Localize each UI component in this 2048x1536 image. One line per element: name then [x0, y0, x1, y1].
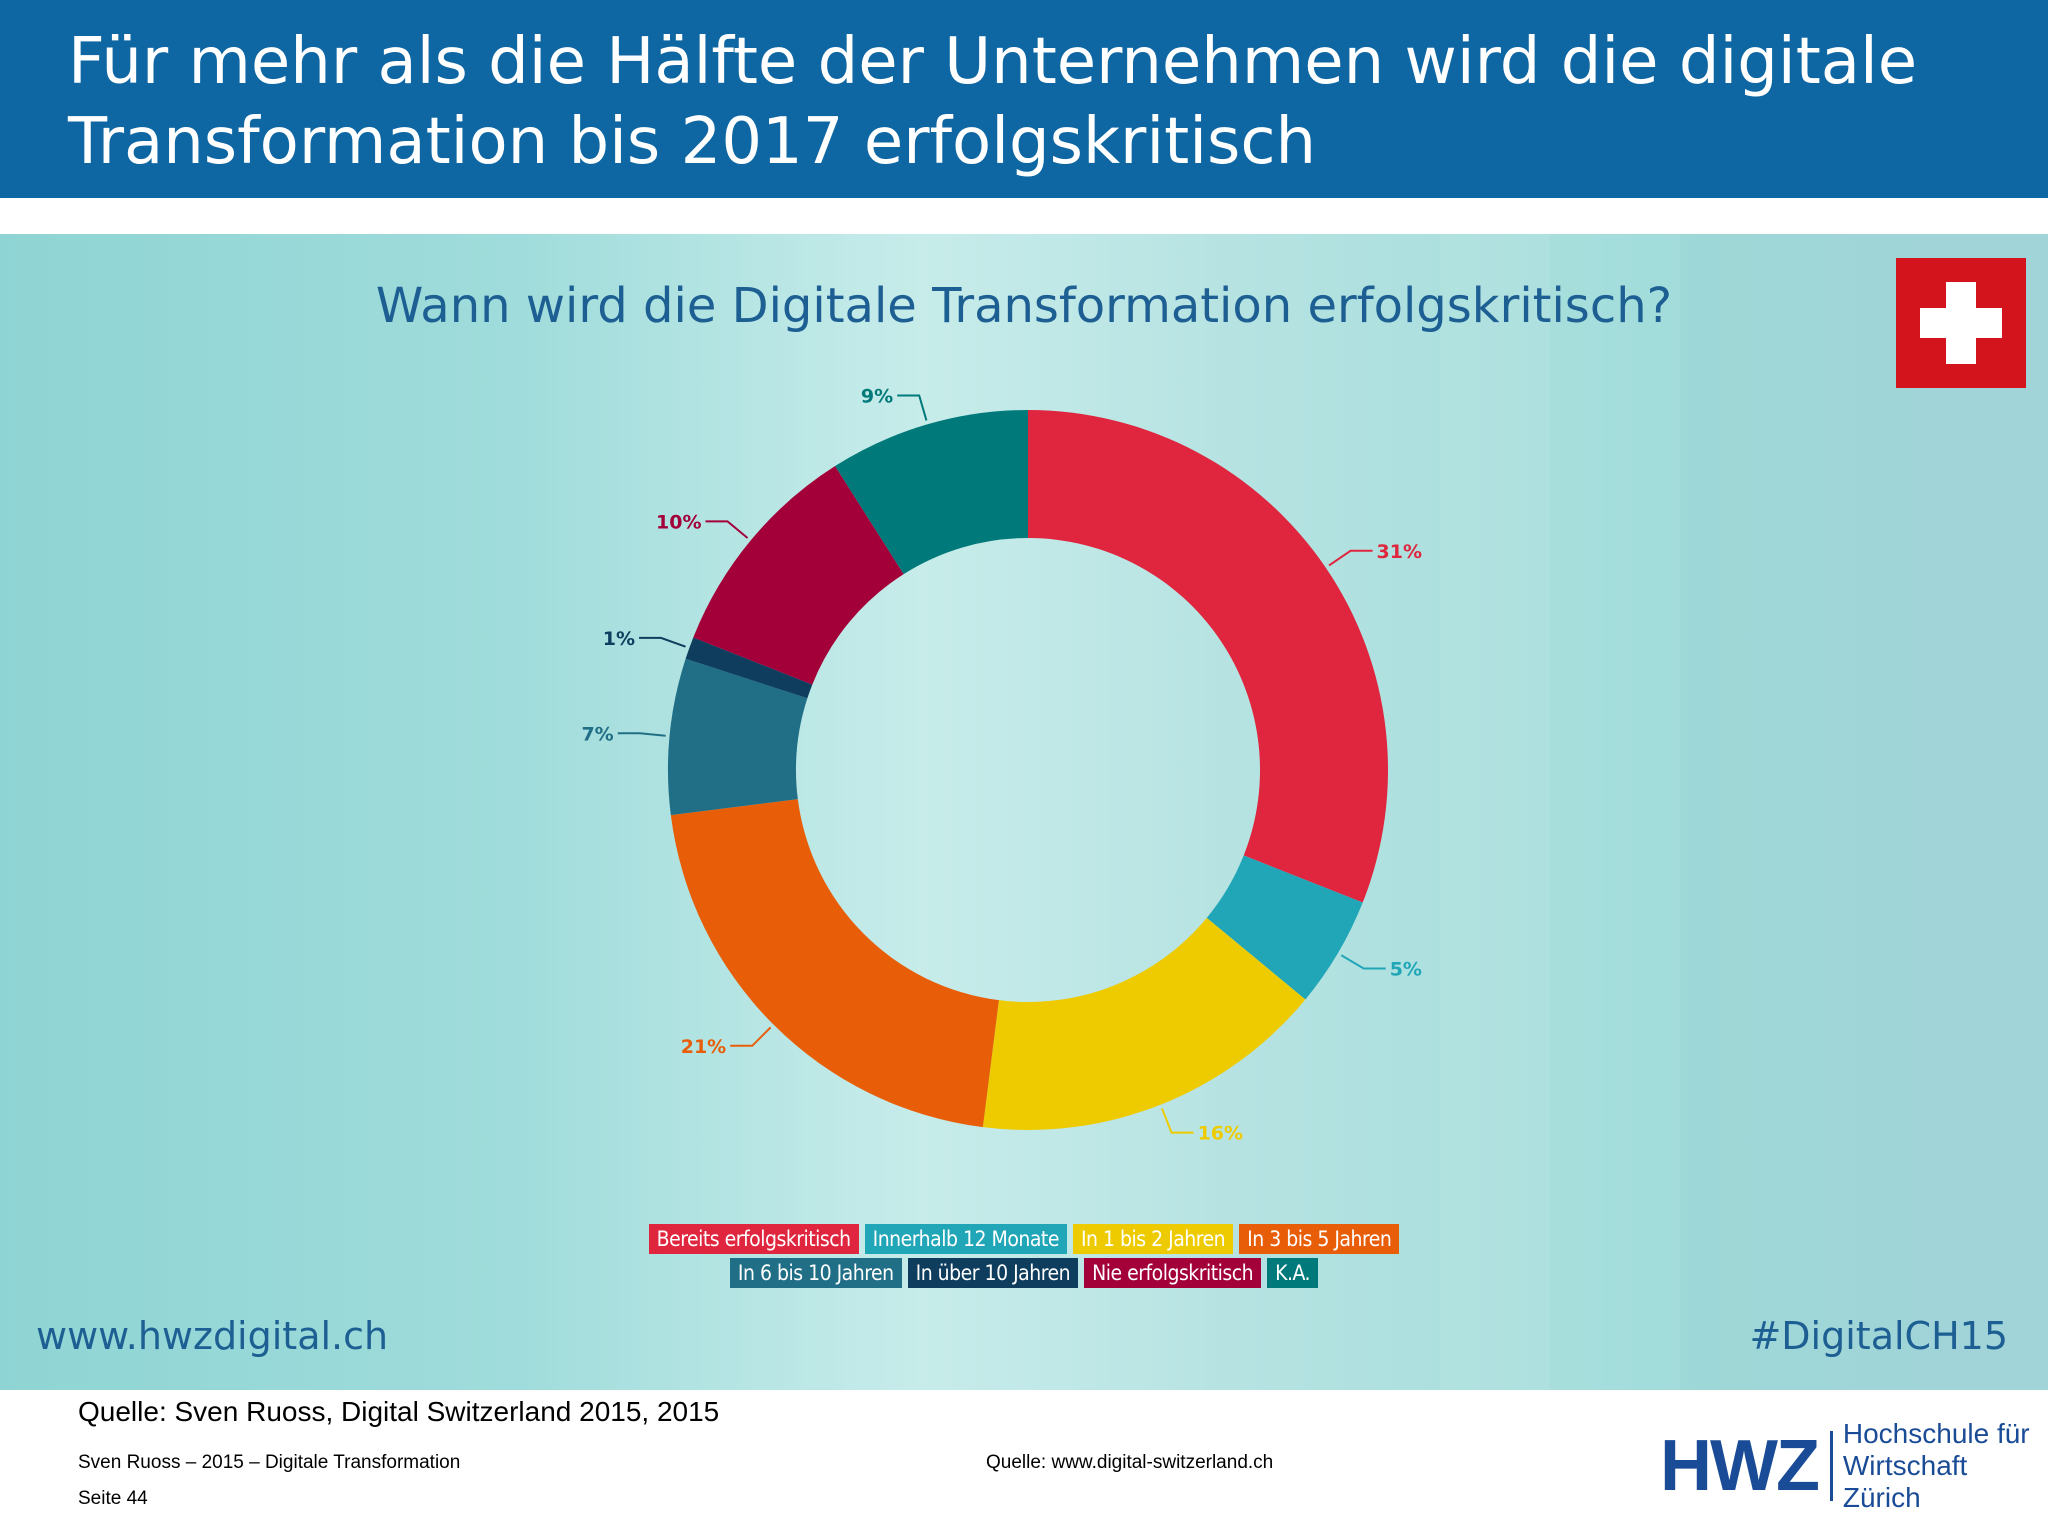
legend-item: Nie erfolgskritisch — [1084, 1258, 1262, 1288]
logo-abbr: HWZ — [1660, 1426, 1820, 1506]
leader-line — [897, 394, 928, 421]
legend-item: Innerhalb 12 Monate — [864, 1224, 1067, 1254]
legend-row: In 6 bis 10 Jahren In über 10 Jahren Nie e… — [0, 1258, 2048, 1288]
source-caption: Quelle: Sven Ruoss, Digital Switzerland … — [78, 1396, 720, 1427]
page-number: Seite 44 — [78, 1488, 148, 1509]
data-label: 9% — [861, 385, 893, 407]
legend-item: In 6 bis 10 Jahren — [729, 1258, 902, 1288]
donut-slice — [670, 799, 999, 1128]
footer-source: Quelle: www.digital-switzerland.ch — [986, 1452, 1274, 1473]
donut-slice — [685, 637, 813, 699]
leader-line — [1328, 549, 1373, 567]
legend-item: In über 10 Jahren — [907, 1258, 1079, 1288]
data-label: 5% — [1390, 959, 1422, 981]
data-label: 1% — [603, 628, 635, 650]
panel-stripe — [1440, 234, 1550, 1390]
leader-line — [1161, 1108, 1194, 1134]
donut-slice — [982, 917, 1306, 1130]
leader-line — [1340, 954, 1386, 970]
slide-title: Für mehr als die Hälfte der Unternehmen … — [68, 25, 1918, 179]
data-label: 7% — [581, 723, 613, 745]
leader-line — [730, 1026, 772, 1047]
legend-item: In 1 bis 2 Jahren — [1072, 1224, 1234, 1254]
slide-header: Für mehr als die Hälfte der Unternehmen … — [0, 0, 2048, 198]
logo-divider — [1829, 1431, 1833, 1501]
swiss-flag-icon — [1896, 258, 2026, 388]
panel-stripe — [1680, 234, 2048, 1390]
data-label: 10% — [656, 511, 701, 533]
data-label: 21% — [681, 1036, 726, 1058]
leader-line — [705, 520, 749, 539]
hwz-logo: HWZ Hochschule für Wirtschaft Zürich — [1660, 1418, 2048, 1513]
donut-slice — [1206, 855, 1363, 1000]
data-label: 31% — [1377, 541, 1422, 563]
donut-slice — [1028, 410, 1388, 903]
donut-slice — [668, 658, 808, 816]
hashtag: #DigitalCH15 — [1749, 1314, 2008, 1358]
data-label: 16% — [1198, 1123, 1243, 1145]
legend-row: Bereits erfolgskritisch Innerhalb 12 Mona… — [0, 1224, 2048, 1254]
donut-slice — [693, 466, 904, 685]
chart-title: Wann wird die Digitale Transformation er… — [375, 278, 1673, 334]
legend-item: Bereits erfolgskritisch — [648, 1224, 859, 1254]
legend-item: K.A. — [1267, 1258, 1319, 1288]
leader-line — [639, 636, 686, 648]
footer-author: Sven Ruoss – 2015 – Digitale Transformat… — [78, 1452, 461, 1473]
donut-slice — [835, 410, 1028, 575]
legend-item: In 3 bis 5 Jahren — [1239, 1224, 1400, 1254]
infographic-panel: Wann wird die Digitale Transformation er… — [0, 234, 2048, 1390]
donut-chart: 31% 5% 16% 21% 7% 1% 10% 9% — [581, 385, 1422, 1145]
leader-line — [617, 732, 666, 737]
logo-name: Hochschule für Wirtschaft Zürich — [1842, 1418, 2030, 1513]
website-url: www.hwzdigital.ch — [36, 1314, 389, 1358]
